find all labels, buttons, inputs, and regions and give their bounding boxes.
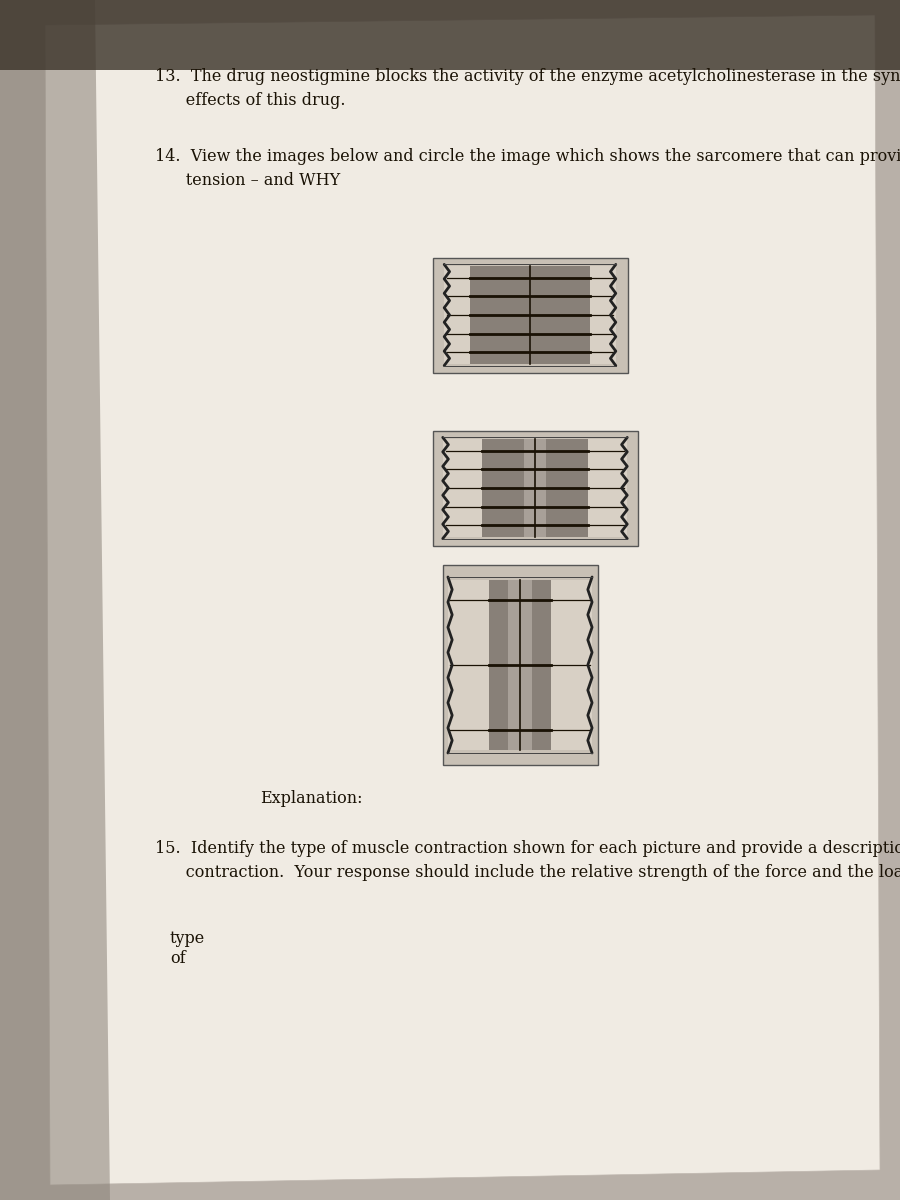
- Bar: [489, 580, 551, 750]
- Text: Explanation:: Explanation:: [260, 790, 363, 806]
- Polygon shape: [0, 0, 900, 70]
- Text: effects of this drug.: effects of this drug.: [155, 92, 346, 109]
- Bar: [445, 266, 470, 364]
- Text: tension – and WHY: tension – and WHY: [155, 172, 340, 188]
- Text: 14.  View the images below and circle the image which shows the sarcomere that c: 14. View the images below and circle the…: [155, 148, 900, 164]
- Bar: [448, 580, 489, 750]
- Bar: [551, 580, 592, 750]
- Bar: [470, 266, 590, 364]
- Bar: [443, 565, 598, 766]
- Bar: [525, 439, 545, 536]
- Bar: [443, 439, 482, 536]
- Text: type
of: type of: [170, 930, 205, 967]
- Text: 13.  The drug neostigmine blocks the activity of the enzyme acetylcholinesterase: 13. The drug neostigmine blocks the acti…: [155, 68, 900, 85]
- Bar: [590, 266, 616, 364]
- Bar: [482, 439, 589, 536]
- Polygon shape: [0, 0, 110, 1200]
- Bar: [433, 431, 637, 546]
- Bar: [433, 258, 627, 372]
- Text: contraction.  Your response should include the relative strength of the force an: contraction. Your response should includ…: [155, 864, 900, 881]
- Polygon shape: [45, 14, 880, 1186]
- Text: 15.  Identify the type of muscle contraction shown for each picture and provide : 15. Identify the type of muscle contract…: [155, 840, 900, 857]
- Bar: [508, 580, 532, 750]
- Bar: [589, 439, 627, 536]
